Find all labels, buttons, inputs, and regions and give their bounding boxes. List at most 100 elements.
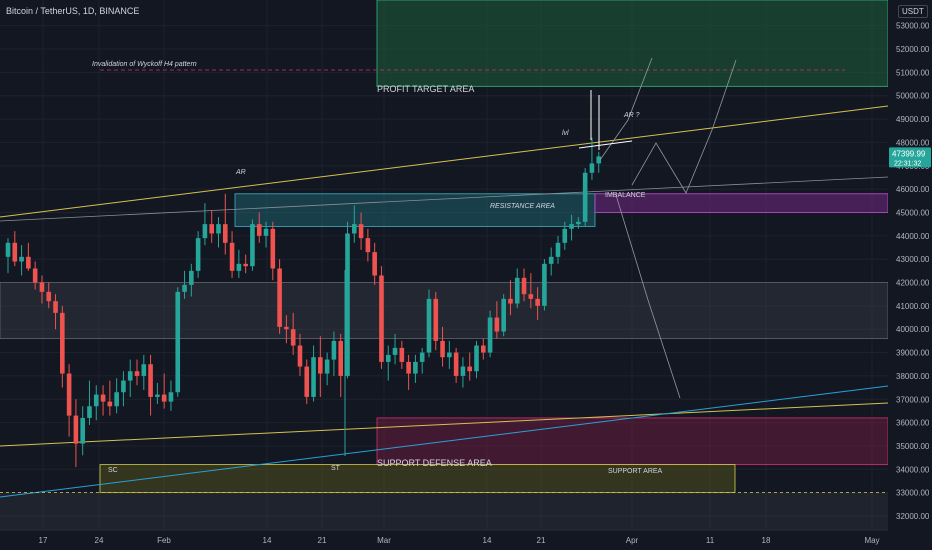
candle-body (508, 298, 513, 304)
time-tick-label: 21 (318, 536, 327, 545)
candle-body (358, 224, 364, 239)
time-tick-label: 11 (706, 536, 715, 545)
grey-trendline (0, 176, 889, 222)
candle-body (372, 252, 377, 276)
ar-label: AR (235, 169, 246, 176)
candle-body (379, 275, 384, 362)
candle-body (345, 233, 350, 376)
candle-body (161, 394, 167, 402)
support-zone (99, 464, 736, 494)
candle-body (256, 224, 262, 236)
time-tick-label: 21 (537, 536, 546, 545)
candle-body (582, 172, 588, 222)
time-axis[interactable]: 17 24 Feb 14 21 Mar 14 21 Apr 11 18 May (0, 529, 888, 545)
invalidation-label: Invalidation of Wyckoff H4 pattern (92, 61, 197, 68)
candle-body (189, 270, 194, 285)
candle-body (121, 380, 126, 393)
candle-body (93, 394, 99, 407)
time-tick-label: May (864, 536, 879, 545)
candle-body (324, 359, 330, 374)
candle-body (474, 345, 479, 372)
candle-body (433, 298, 439, 341)
candle-body (73, 415, 79, 444)
resistance-label: RESISTANCE AREA (490, 203, 555, 210)
candle-body (562, 228, 568, 243)
candle-body (440, 340, 445, 358)
candle-body (453, 352, 459, 376)
projection-path-mid (631, 59, 737, 194)
gray-range-zone (0, 282, 889, 339)
candle-body (46, 291, 52, 302)
time-tick-label: 14 (263, 536, 272, 545)
price-tick-label: 36000.00 (896, 419, 930, 428)
candle-body (148, 364, 153, 397)
time-tick-label: Feb (157, 536, 171, 545)
annotations: Invalidation of Wyckoff H4 pattern PROFIT… (92, 57, 737, 475)
candle-body (175, 291, 181, 393)
candle-body (535, 298, 540, 306)
candle-body (32, 268, 38, 283)
candle-body (569, 224, 574, 229)
candle-body (60, 312, 65, 374)
chart-title: Bitcoin / TetherUS, 1D, BINANCE (6, 6, 140, 16)
price-tick-label: 45000.00 (896, 208, 930, 217)
candle-body (494, 317, 500, 332)
current-price: 47399.99 (892, 149, 926, 158)
price-tick-label: 42000.00 (896, 279, 930, 288)
price-tick-label: 50000.00 (896, 92, 930, 101)
candle-body (528, 294, 534, 299)
lower-gray-zone (0, 492, 888, 530)
candle-body (114, 392, 119, 407)
candle-body (304, 366, 310, 397)
candle-body (155, 394, 160, 397)
candle-body (263, 228, 269, 236)
candle-body (270, 228, 276, 269)
candle-body (467, 366, 473, 372)
candle-body (202, 224, 208, 239)
candle-body (576, 221, 581, 225)
lower-trendline (0, 402, 889, 447)
candle-body (447, 352, 452, 358)
bar-countdown: 22:31:32 (894, 160, 921, 167)
price-tick-label: 37000.00 (896, 395, 930, 404)
candle-body (365, 238, 371, 253)
st-label: ST (331, 465, 341, 472)
time-tick-label: Apr (626, 536, 639, 545)
candle-body (168, 392, 174, 402)
candle-body (127, 371, 133, 381)
candle-body (12, 242, 18, 262)
candle-body (487, 317, 493, 353)
candle-body (277, 268, 282, 327)
time-tick-label: 14 (483, 536, 492, 545)
support-defense-label: SUPPORT DEFENSE AREA (377, 458, 492, 468)
lvl-label: lvl (562, 130, 569, 137)
candle-body (107, 401, 113, 407)
trendlines (0, 69, 889, 498)
price-tick-label: 48000.00 (896, 138, 930, 147)
resistance-zone (234, 193, 596, 227)
imbalance-label: IMBALANCE (605, 192, 646, 199)
candle-body (311, 357, 316, 397)
time-tick-label: 18 (762, 536, 771, 545)
price-tick-label: 35000.00 (896, 442, 930, 451)
candle-body (481, 345, 486, 353)
candle-body (182, 284, 187, 292)
candle-body (290, 329, 296, 346)
currency-label[interactable]: USDT (898, 5, 928, 18)
sc-label: SC (108, 467, 118, 474)
candle-body (243, 263, 248, 267)
price-tick-label: 49000.00 (896, 115, 930, 124)
price-axis[interactable]: 53000.00 52000.00 51000.00 50000.00 49000.00… (888, 0, 932, 550)
candle-body (555, 242, 561, 257)
candle-body (222, 224, 228, 243)
zones (0, 0, 889, 530)
candle-body (141, 364, 147, 376)
price-tick-label: 34000.00 (896, 465, 930, 474)
candle-body (521, 277, 527, 295)
price-axis-bg (888, 0, 932, 550)
candle-body (39, 282, 45, 292)
candle-body (5, 242, 11, 257)
blue-trendline (0, 385, 889, 498)
